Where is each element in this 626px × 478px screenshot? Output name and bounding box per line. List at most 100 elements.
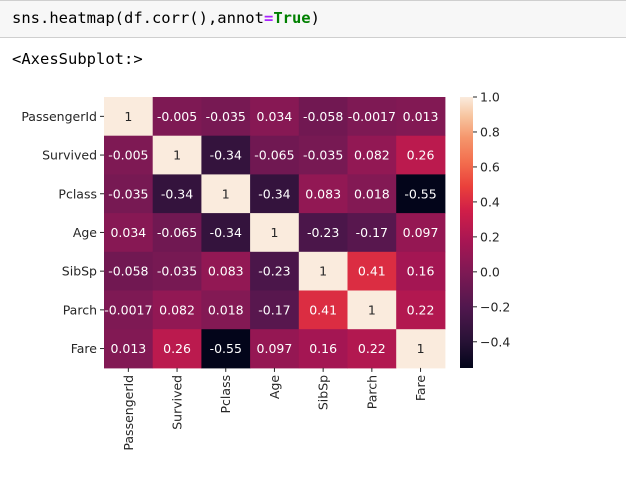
heatmap-cell-annotation: 1 — [222, 186, 230, 201]
heatmap-cell-annotation: 0.083 — [208, 264, 244, 279]
heatmap-cell — [104, 97, 154, 137]
heatmap-cell — [104, 251, 154, 291]
heatmap-cell — [201, 290, 251, 330]
heatmap-cell — [152, 329, 202, 369]
heatmap-cell-annotation: 1 — [368, 302, 376, 317]
heatmap-cell-annotation: -0.058 — [108, 264, 148, 279]
heatmap-cell — [396, 174, 446, 214]
heatmap-cell — [298, 329, 348, 369]
heatmap-cell — [104, 174, 154, 214]
heatmap-cell-annotation: -0.058 — [303, 109, 343, 124]
heatmap-cell — [201, 135, 251, 175]
heatmap-cell-annotation: -0.035 — [157, 264, 197, 279]
code-line[interactable]: sns.heatmap(df.corr(),annot=True) — [12, 9, 320, 27]
colorbar-tick-label: 0.6 — [480, 159, 500, 174]
colorbar: 1.0 0.8 0.6 0.4 0.2 0.0 −0.2 −0.4 — [460, 90, 510, 368]
colorbar-tick-label: −0.4 — [480, 334, 510, 349]
heatmap-cell-annotation: -0.55 — [404, 186, 436, 201]
heatmap-cell-annotation: -0.005 — [108, 148, 148, 163]
correlation-heatmap: 1 -0.005 -0.035 0.034 -0.058 -0.0017 0.013 -0.0… — [21, 90, 510, 451]
colorbar-tick-label: 0.8 — [480, 124, 500, 139]
heatmap-cell-annotation: -0.17 — [356, 225, 388, 240]
heatmap-cell — [298, 174, 348, 214]
y-tick-label: SibSp — [62, 264, 97, 279]
heatmap-cell — [104, 290, 154, 330]
heatmap-cell — [152, 290, 202, 330]
heatmap-cell-annotation: 0.013 — [403, 109, 439, 124]
heatmap-cell-annotation: 1 — [319, 264, 327, 279]
heatmap-cell-annotation: 0.26 — [163, 341, 191, 356]
heatmap-cell-annotation: 1 — [417, 341, 425, 356]
heatmap-cell-annotation: 0.22 — [407, 302, 435, 317]
heatmap-cell-annotation: 1 — [124, 109, 132, 124]
x-tick-label: Survived — [170, 375, 185, 430]
heatmap-cell-annotation: 0.16 — [309, 341, 337, 356]
heatmap-cell-annotation: 0.41 — [309, 302, 337, 317]
heatmap-cell-annotation: 0.16 — [407, 264, 435, 279]
heatmap-cell-annotation: -0.34 — [161, 186, 193, 201]
heatmap-cell — [347, 97, 397, 137]
heatmap-cell — [396, 97, 446, 137]
heatmap-x-tick-labels: PassengerId Survived Pclass Age SibSp Parch Fa… — [121, 367, 428, 451]
heatmap-cell — [201, 329, 251, 369]
heatmap-cell-annotation: 1 — [270, 225, 278, 240]
heatmap-cell — [152, 251, 202, 291]
heatmap-cell — [396, 329, 446, 369]
x-tick-label: PassengerId — [121, 375, 136, 451]
y-tick-label: Parch — [63, 302, 97, 317]
heatmap-cell-annotation: 0.013 — [110, 341, 146, 356]
heatmap-cell-annotation: -0.065 — [157, 225, 197, 240]
heatmap-cell-annotation: -0.065 — [254, 148, 294, 163]
heatmap-cell — [250, 213, 300, 253]
heatmap-cell — [347, 251, 397, 291]
y-tick-label: Age — [73, 225, 97, 240]
heatmap-cell — [250, 251, 300, 291]
heatmap-cell-annotation: -0.23 — [258, 264, 290, 279]
y-tick-label: Pclass — [58, 186, 97, 201]
heatmap-cell — [347, 135, 397, 175]
heatmap-cell — [298, 290, 348, 330]
y-tick-label: Fare — [71, 341, 98, 356]
y-tick-label: Survived — [42, 148, 97, 163]
colorbar-gradient — [460, 97, 473, 368]
heatmap-cell-annotation: -0.23 — [307, 225, 339, 240]
heatmap-cells — [104, 97, 446, 369]
x-tick-label: Pclass — [218, 375, 233, 414]
heatmap-cell-annotation: -0.34 — [210, 148, 242, 163]
colorbar-tick-label: 0.4 — [480, 194, 500, 209]
heatmap-cell-annotation: 0.034 — [110, 225, 146, 240]
heatmap-cell-annotation: 1 — [173, 148, 181, 163]
heatmap-cell — [250, 329, 300, 369]
heatmap-cell-annotation: -0.55 — [210, 341, 242, 356]
heatmap-cell — [104, 213, 154, 253]
x-tick-label: Age — [267, 375, 282, 399]
heatmap-cell-annotation: 0.22 — [358, 341, 386, 356]
heatmap-cell — [347, 213, 397, 253]
code-call: sns.heatmap(df.corr(),annot — [12, 9, 264, 27]
heatmap-cell-annotation: 0.41 — [358, 264, 386, 279]
heatmap-cell — [152, 135, 202, 175]
heatmap-cell-annotation: -0.0017 — [104, 302, 152, 317]
heatmap-cell — [152, 97, 202, 137]
heatmap-cell-annotation: -0.34 — [210, 225, 242, 240]
heatmap-cell — [396, 251, 446, 291]
code-cell[interactable]: sns.heatmap(df.corr(),annot=True) — [0, 0, 626, 38]
heatmap-cell-annotation: 0.097 — [257, 341, 293, 356]
heatmap-y-tick-labels: PassengerId Survived Pclass Age SibSp Parch Fa… — [21, 109, 104, 356]
colorbar-tick-label: 0.2 — [480, 229, 500, 244]
colorbar-tick-label: −0.2 — [480, 299, 510, 314]
heatmap-cell — [152, 213, 202, 253]
colorbar-tick-label: 1.0 — [480, 90, 500, 105]
heatmap-cell — [298, 135, 348, 175]
y-tick-label: PassengerId — [21, 109, 97, 124]
heatmap-cell — [201, 174, 251, 214]
heatmap-cell — [396, 290, 446, 330]
heatmap-cell — [201, 97, 251, 137]
heatmap-cell-annotation: 0.018 — [208, 302, 244, 317]
heatmap-cell — [396, 135, 446, 175]
heatmap-cell — [396, 213, 446, 253]
heatmap-cell-annotation: -0.035 — [206, 109, 246, 124]
heatmap-cell-annotation: -0.005 — [157, 109, 197, 124]
heatmap-cell — [152, 174, 202, 214]
heatmap-cell-annotation: -0.0017 — [348, 109, 396, 124]
